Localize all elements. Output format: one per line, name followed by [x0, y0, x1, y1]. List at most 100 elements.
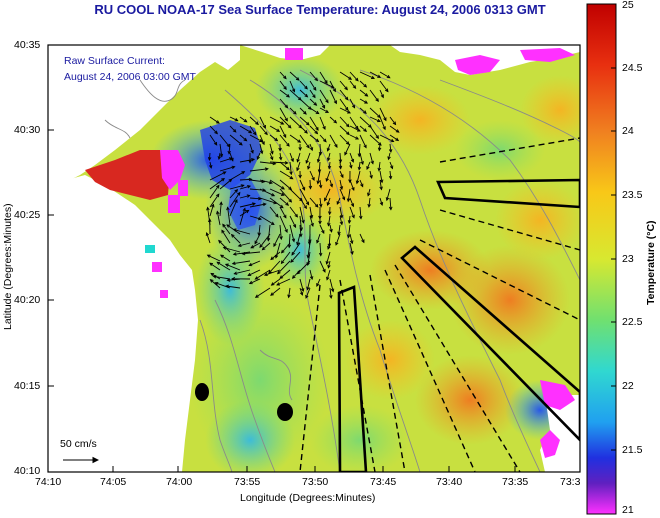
current-vector-head: [348, 179, 352, 184]
current-vector-head: [222, 223, 226, 228]
current-vector: [309, 269, 313, 280]
current-vector-head: [314, 203, 319, 208]
current-vector: [356, 170, 361, 184]
current-vector-head: [314, 77, 319, 82]
current-vector-head: [376, 118, 381, 123]
current-vector-head: [344, 107, 349, 111]
current-vector: [209, 204, 214, 217]
current-vector: [254, 233, 261, 244]
current-vector-head: [364, 93, 369, 97]
colorbar-tick-label: 24: [622, 125, 634, 137]
current-vector: [239, 208, 246, 226]
current-vector: [369, 170, 373, 179]
current-vector-head: [306, 144, 310, 149]
current-vector-head: [230, 233, 235, 238]
current-vector: [269, 188, 285, 196]
current-vector: [209, 161, 212, 168]
current-vector-head: [304, 85, 308, 90]
current-vector-head: [361, 239, 365, 244]
current-vector-head: [284, 104, 289, 109]
current-vector-head: [395, 129, 400, 133]
current-vector: [324, 188, 331, 201]
current-vector-head: [243, 137, 248, 142]
current-vector: [233, 228, 251, 235]
current-vector: [319, 89, 329, 103]
current-vector: [249, 260, 261, 266]
current-vector: [270, 287, 281, 296]
current-vector: [218, 152, 221, 160]
current-vector-head: [305, 201, 310, 206]
current-vector-head: [212, 274, 217, 279]
colorbar-tick-label: 21.5: [622, 444, 643, 456]
current-vector-head: [205, 232, 210, 236]
current-vector-head: [339, 214, 344, 219]
current-vector-head: [379, 186, 383, 191]
current-vector-head: [261, 141, 265, 146]
current-vector-head: [259, 150, 264, 155]
current-vector: [276, 278, 291, 286]
current-vector-head: [291, 88, 296, 93]
y-tick-label: 40:25: [14, 209, 41, 221]
current-vector-head: [377, 74, 382, 78]
current-vector: [219, 134, 230, 147]
current-vector-head: [236, 191, 241, 196]
current-vector-head: [325, 99, 329, 104]
current-vector-head: [347, 220, 352, 225]
current-vector-head: [286, 143, 290, 147]
current-vector: [305, 152, 311, 164]
current-vector-head: [219, 254, 224, 259]
current-vector: [389, 161, 393, 169]
current-vector: [369, 152, 374, 164]
current-vector-head: [344, 151, 348, 156]
current-vector-head: [363, 110, 367, 114]
current-vector: [234, 269, 251, 275]
current-vector: [269, 152, 274, 160]
current-vector: [255, 269, 271, 280]
current-vector-head: [327, 264, 331, 269]
current-vector: [359, 134, 367, 148]
current-vector-head: [232, 128, 237, 133]
current-vector: [259, 188, 275, 197]
current-vector: [369, 71, 381, 78]
current-vector-head: [228, 157, 233, 161]
current-vector-head: [279, 204, 284, 209]
current-vector-head: [287, 294, 291, 299]
current-vector-head: [355, 125, 359, 130]
current-vector-head: [264, 131, 268, 136]
current-vector: [249, 278, 261, 285]
current-vector: [349, 80, 356, 89]
current-vector: [259, 143, 263, 154]
current-vector-head: [243, 118, 248, 123]
current-vector: [299, 224, 302, 237]
current-vector-head: [355, 136, 360, 140]
current-vector-head: [262, 124, 266, 129]
current-vector: [222, 224, 231, 235]
current-vector-head: [340, 174, 344, 179]
current-vector-head: [219, 201, 223, 206]
current-vector-head: [254, 294, 259, 298]
current-vector-head: [302, 186, 306, 191]
current-vector-head: [379, 179, 384, 184]
current-vector: [359, 152, 364, 165]
current-vector-head: [285, 202, 290, 206]
current-vector-head: [281, 186, 285, 190]
current-vector: [349, 197, 354, 207]
current-vector-head: [326, 202, 331, 207]
current-vector-head: [303, 110, 307, 115]
current-vector: [279, 125, 287, 138]
current-vector-head: [347, 110, 351, 114]
current-vector-head: [344, 96, 349, 101]
current-vector: [259, 215, 275, 225]
station-marker: [277, 403, 293, 421]
current-vector-head: [333, 100, 337, 105]
current-vector-head: [360, 183, 364, 188]
current-vector-head: [284, 229, 288, 234]
current-vector: [389, 125, 400, 133]
current-vector-head: [226, 206, 230, 211]
current-vector: [290, 251, 301, 263]
current-vector: [289, 206, 298, 218]
current-vector: [219, 157, 233, 163]
current-vector: [299, 179, 306, 191]
current-vector-head: [384, 88, 389, 93]
